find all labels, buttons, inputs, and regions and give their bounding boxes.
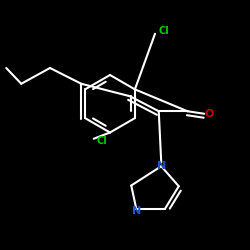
Text: N: N (132, 206, 141, 216)
Text: O: O (204, 109, 214, 119)
Text: Cl: Cl (96, 136, 107, 146)
Text: N: N (156, 161, 166, 171)
Text: Cl: Cl (159, 26, 170, 36)
